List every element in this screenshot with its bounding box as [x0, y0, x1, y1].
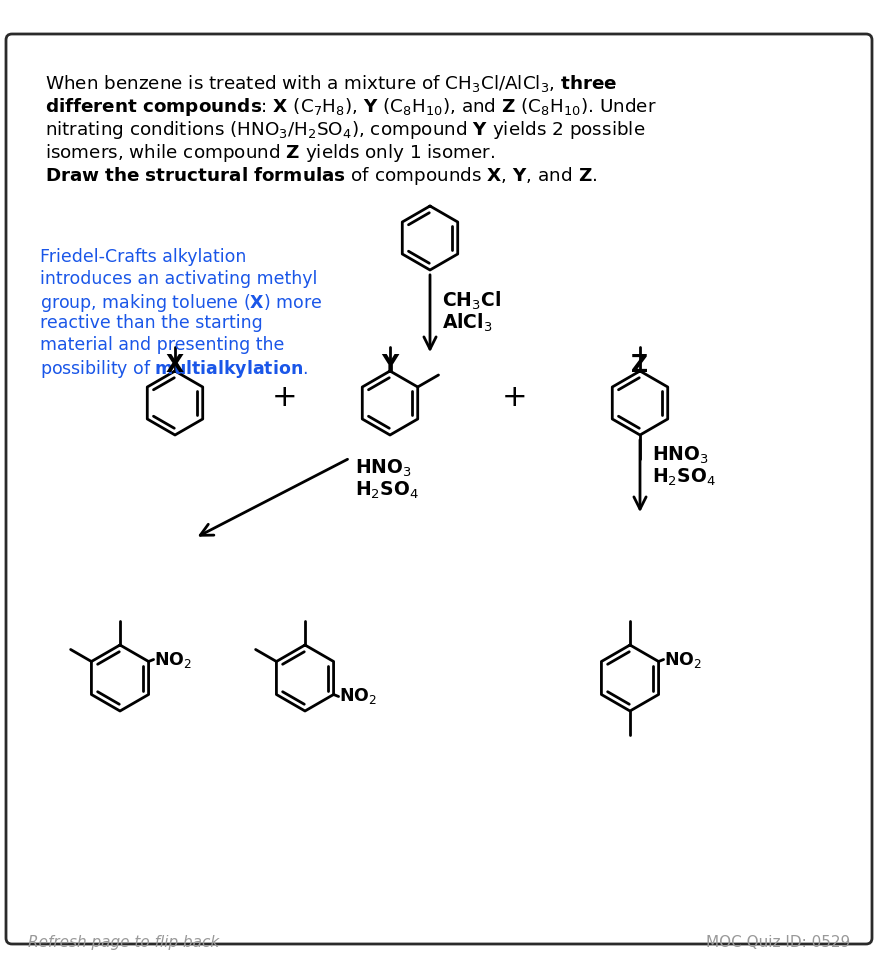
Text: X: X — [166, 353, 184, 377]
Text: When benzene is treated with a mixture of CH$_3$Cl/AlCl$_3$, $\bf{three}$: When benzene is treated with a mixture o… — [45, 73, 617, 94]
Text: MOC Quiz ID: 0529: MOC Quiz ID: 0529 — [705, 935, 849, 950]
Text: $\bf{different\ compounds}$: $\bf{X}$ (C$_7$H$_8$), $\bf{Y}$ (C$_8$H$_{10}$), an: $\bf{different\ compounds}$: $\bf{X}$ (C… — [45, 96, 656, 118]
Text: NO$_2$: NO$_2$ — [153, 650, 191, 670]
Text: possibility of $\bf{multialkylation}$.: possibility of $\bf{multialkylation}$. — [40, 358, 308, 380]
Text: reactive than the starting: reactive than the starting — [40, 314, 262, 332]
Text: H$_2$SO$_4$: H$_2$SO$_4$ — [652, 467, 716, 488]
Text: introduces an activating methyl: introduces an activating methyl — [40, 270, 317, 288]
Text: HNO$_3$: HNO$_3$ — [652, 445, 708, 467]
FancyBboxPatch shape — [6, 34, 871, 944]
Text: group, making toluene ($\bf{X}$) more: group, making toluene ($\bf{X}$) more — [40, 292, 322, 314]
Text: Friedel-Crafts alkylation: Friedel-Crafts alkylation — [40, 248, 246, 266]
Text: nitrating conditions (HNO$_3$/H$_2$SO$_4$), compound $\bf{Y}$ yields 2 possible: nitrating conditions (HNO$_3$/H$_2$SO$_4… — [45, 119, 645, 141]
Text: AlCl$_3$: AlCl$_3$ — [441, 312, 492, 334]
Text: material and presenting the: material and presenting the — [40, 336, 284, 354]
Text: H$_2$SO$_4$: H$_2$SO$_4$ — [354, 480, 418, 501]
Text: $\bf{Draw\ the\ structural\ formulas}$ of compounds $\bf{X}$, $\bf{Y}$, and $\bf: $\bf{Draw\ the\ structural\ formulas}$ o… — [45, 165, 596, 187]
Text: Z: Z — [631, 353, 648, 377]
Text: Refresh page to flip back: Refresh page to flip back — [28, 935, 219, 950]
Text: isomers, while compound $\bf{Z}$ yields only 1 isomer.: isomers, while compound $\bf{Z}$ yields … — [45, 142, 495, 164]
Text: HNO$_3$: HNO$_3$ — [354, 458, 411, 479]
Text: Y: Y — [381, 353, 398, 377]
Text: +: + — [502, 383, 527, 412]
Text: +: + — [272, 383, 297, 412]
Text: CH$_3$Cl: CH$_3$Cl — [441, 290, 501, 313]
Text: NO$_2$: NO$_2$ — [663, 650, 701, 670]
Text: NO$_2$: NO$_2$ — [339, 686, 376, 707]
